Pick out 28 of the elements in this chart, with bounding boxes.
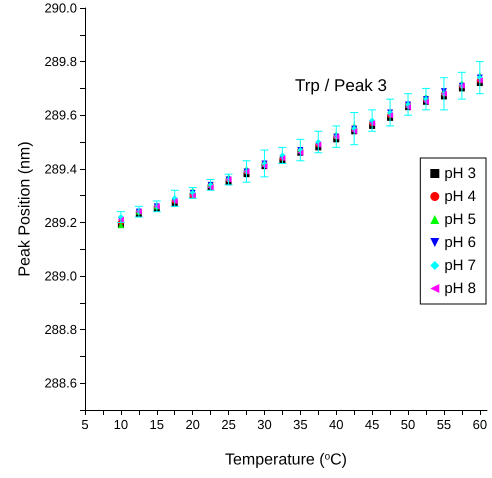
legend-label: pH 5 <box>444 211 476 228</box>
x-tick-label: 15 <box>150 417 164 432</box>
y-tick-label: 290.0 <box>44 0 77 16</box>
y-axis-title: Peak Position (nm) <box>16 141 34 277</box>
y-tick-label: 289.2 <box>44 214 77 230</box>
legend-label: pH 7 <box>444 257 476 274</box>
x-tick-label: 20 <box>185 417 200 432</box>
x-tick-label: 55 <box>436 417 452 432</box>
y-tick-label: 288.8 <box>44 322 77 338</box>
x-tick-label: 60 <box>472 417 488 432</box>
y-tick-label: 289.6 <box>44 108 77 123</box>
legend-label: pH 3 <box>444 165 476 182</box>
legend-label: pH 4 <box>444 188 476 205</box>
x-tick-label: 10 <box>114 417 128 432</box>
x-tick-label: 30 <box>257 417 272 432</box>
x-tick-label: 50 <box>400 417 416 432</box>
legend-label: pH 6 <box>444 234 476 251</box>
y-tick-label: 289.4 <box>44 161 77 176</box>
y-tick-label: 289.8 <box>44 54 77 70</box>
legend-label: pH 8 <box>444 280 476 297</box>
x-tick-label: 25 <box>221 417 236 432</box>
x-tick-label: 5 <box>81 417 89 432</box>
y-tick-label: 289.0 <box>44 268 77 284</box>
text: Trp / Peak 3 <box>295 76 387 95</box>
x-tick-label: 45 <box>364 417 380 432</box>
x-tick-label: 40 <box>329 417 344 432</box>
y-tick-label: 288.6 <box>44 376 77 391</box>
x-tick-label: 35 <box>293 417 308 432</box>
